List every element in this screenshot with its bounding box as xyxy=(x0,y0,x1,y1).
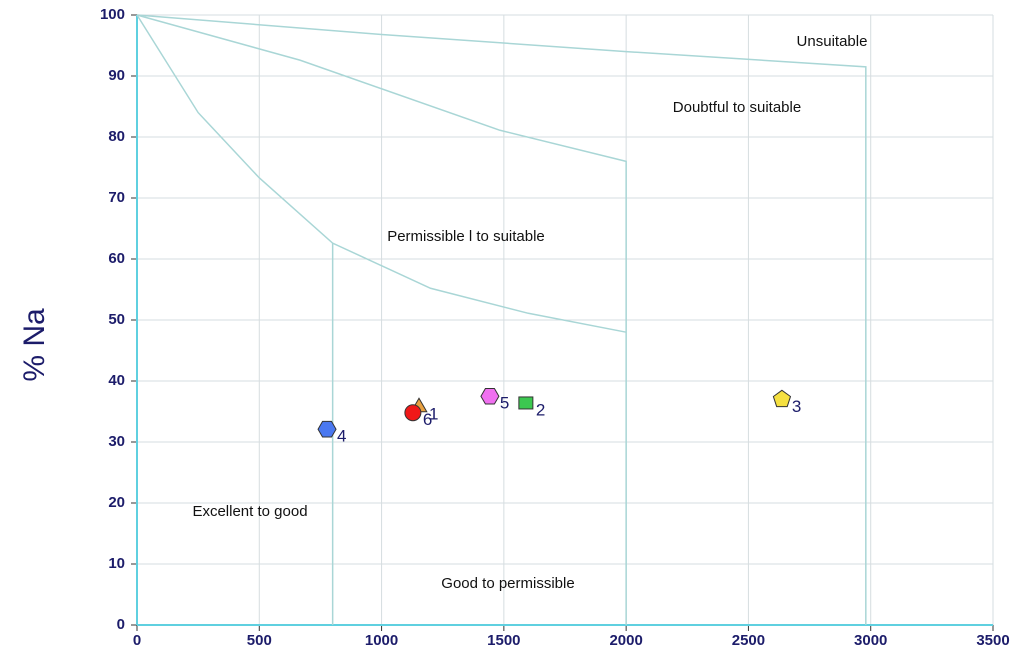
region-label: Unsuitable xyxy=(797,33,868,50)
point xyxy=(772,389,792,408)
y-tick-label: 60 xyxy=(108,250,125,267)
point-label: 4 xyxy=(337,427,346,446)
region-label: Doubtful to suitable xyxy=(673,99,801,116)
y-tick-label: 50 xyxy=(108,311,125,328)
y-tick-label: 10 xyxy=(108,555,125,572)
point xyxy=(404,404,422,422)
x-tick-label: 0 xyxy=(133,632,141,649)
boundary-line xyxy=(136,14,627,625)
x-tick-label: 1500 xyxy=(487,632,520,649)
x-tick-label: 3500 xyxy=(976,632,1009,649)
boundary-line xyxy=(136,14,867,625)
y-tick-label: 70 xyxy=(108,189,125,206)
x-tick-label: 3000 xyxy=(854,632,887,649)
region-label: Permissible l to suitable xyxy=(387,228,545,245)
y-tick-label: 20 xyxy=(108,494,125,511)
x-tick-label: 1000 xyxy=(365,632,398,649)
y-tick-label: 40 xyxy=(108,372,125,389)
y-tick-label: 30 xyxy=(108,433,125,450)
y-tick-label: 100 xyxy=(100,6,125,23)
point-label: 1 xyxy=(429,405,438,424)
point xyxy=(518,396,534,410)
y-tick-label: 90 xyxy=(108,67,125,84)
y-tick-label: 80 xyxy=(108,128,125,145)
x-tick-label: 2500 xyxy=(732,632,765,649)
point-label: 6 xyxy=(423,410,432,429)
point-label: 3 xyxy=(792,397,801,416)
point xyxy=(480,387,500,405)
x-tick-label: 2000 xyxy=(609,632,642,649)
region-label: Good to permissible xyxy=(441,575,574,592)
point xyxy=(317,420,337,438)
point-label: 5 xyxy=(500,394,509,413)
region-label: Excellent to good xyxy=(192,503,307,520)
y-tick-label: 0 xyxy=(117,616,125,633)
y-axis-label: % Na xyxy=(18,308,51,382)
x-tick-label: 500 xyxy=(247,632,272,649)
point-label: 2 xyxy=(536,400,545,419)
